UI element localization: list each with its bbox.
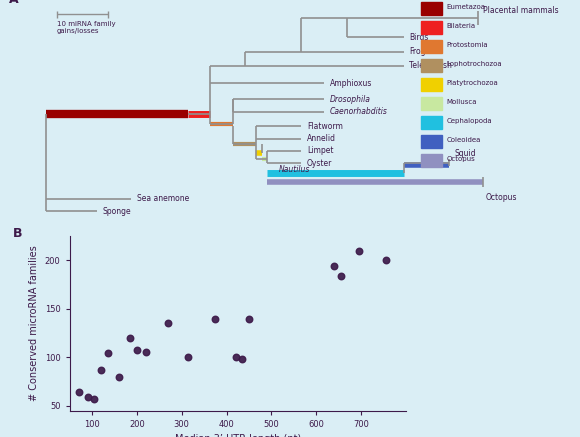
Text: Bilateria: Bilateria: [447, 23, 476, 29]
Text: Frog: Frog: [409, 47, 426, 56]
Text: Protostomia: Protostomia: [447, 42, 488, 48]
Point: [132, 346, 142, 353]
Point: [238, 356, 247, 363]
Bar: [420, 135, 443, 148]
Point: [381, 257, 390, 264]
Point: [184, 354, 193, 361]
Point: [96, 367, 106, 374]
Point: [83, 394, 92, 401]
Point: [211, 315, 220, 322]
Point: [125, 334, 135, 341]
Text: Cephalopoda: Cephalopoda: [447, 118, 492, 124]
Point: [141, 348, 150, 355]
Point: [329, 263, 339, 270]
Text: Platytrochozoa: Platytrochozoa: [447, 80, 498, 86]
Text: A: A: [9, 0, 18, 7]
Text: Drosophila: Drosophila: [330, 95, 371, 104]
Text: Octopus: Octopus: [486, 193, 517, 202]
Text: B: B: [12, 227, 22, 240]
Bar: [420, 40, 443, 53]
Text: Nautilus: Nautilus: [278, 165, 310, 174]
Bar: [420, 21, 443, 34]
Text: Flatworm: Flatworm: [307, 121, 343, 131]
Text: Coleoidea: Coleoidea: [447, 137, 481, 143]
Bar: [420, 116, 443, 129]
Point: [231, 354, 240, 361]
Text: Teleost fish: Teleost fish: [409, 61, 452, 70]
Bar: [420, 154, 443, 167]
Text: Caenorhabditis: Caenorhabditis: [330, 108, 387, 116]
Text: Sponge: Sponge: [103, 207, 131, 216]
Text: Squid: Squid: [455, 149, 476, 158]
Point: [103, 349, 113, 356]
Text: Annelid: Annelid: [307, 134, 336, 143]
X-axis label: Median 3’ UTR length (nt): Median 3’ UTR length (nt): [175, 434, 301, 437]
Point: [90, 395, 99, 402]
Bar: [420, 97, 443, 110]
Point: [74, 389, 83, 396]
Text: Placental mammals: Placental mammals: [483, 6, 559, 15]
Text: Eumetazoa: Eumetazoa: [447, 4, 485, 10]
Text: Sea anemone: Sea anemone: [136, 194, 188, 204]
Text: Mollusca: Mollusca: [447, 99, 477, 105]
Point: [244, 315, 253, 322]
Text: Lophotrochozoa: Lophotrochozoa: [447, 61, 502, 67]
Point: [114, 373, 124, 380]
Y-axis label: # Conserved microRNA families: # Conserved microRNA families: [29, 246, 39, 401]
Text: Limpet: Limpet: [307, 146, 333, 156]
Text: Amphioxus: Amphioxus: [330, 79, 372, 88]
Point: [164, 320, 173, 327]
Bar: [420, 59, 443, 72]
Point: [354, 247, 364, 254]
Text: Octopus: Octopus: [447, 156, 475, 162]
Point: [336, 272, 346, 279]
Bar: [420, 2, 443, 15]
Bar: [420, 78, 443, 91]
Text: 10 miRNA family
gains/losses: 10 miRNA family gains/losses: [57, 21, 115, 35]
Text: Birds: Birds: [409, 33, 429, 42]
Text: Oyster: Oyster: [307, 159, 332, 168]
